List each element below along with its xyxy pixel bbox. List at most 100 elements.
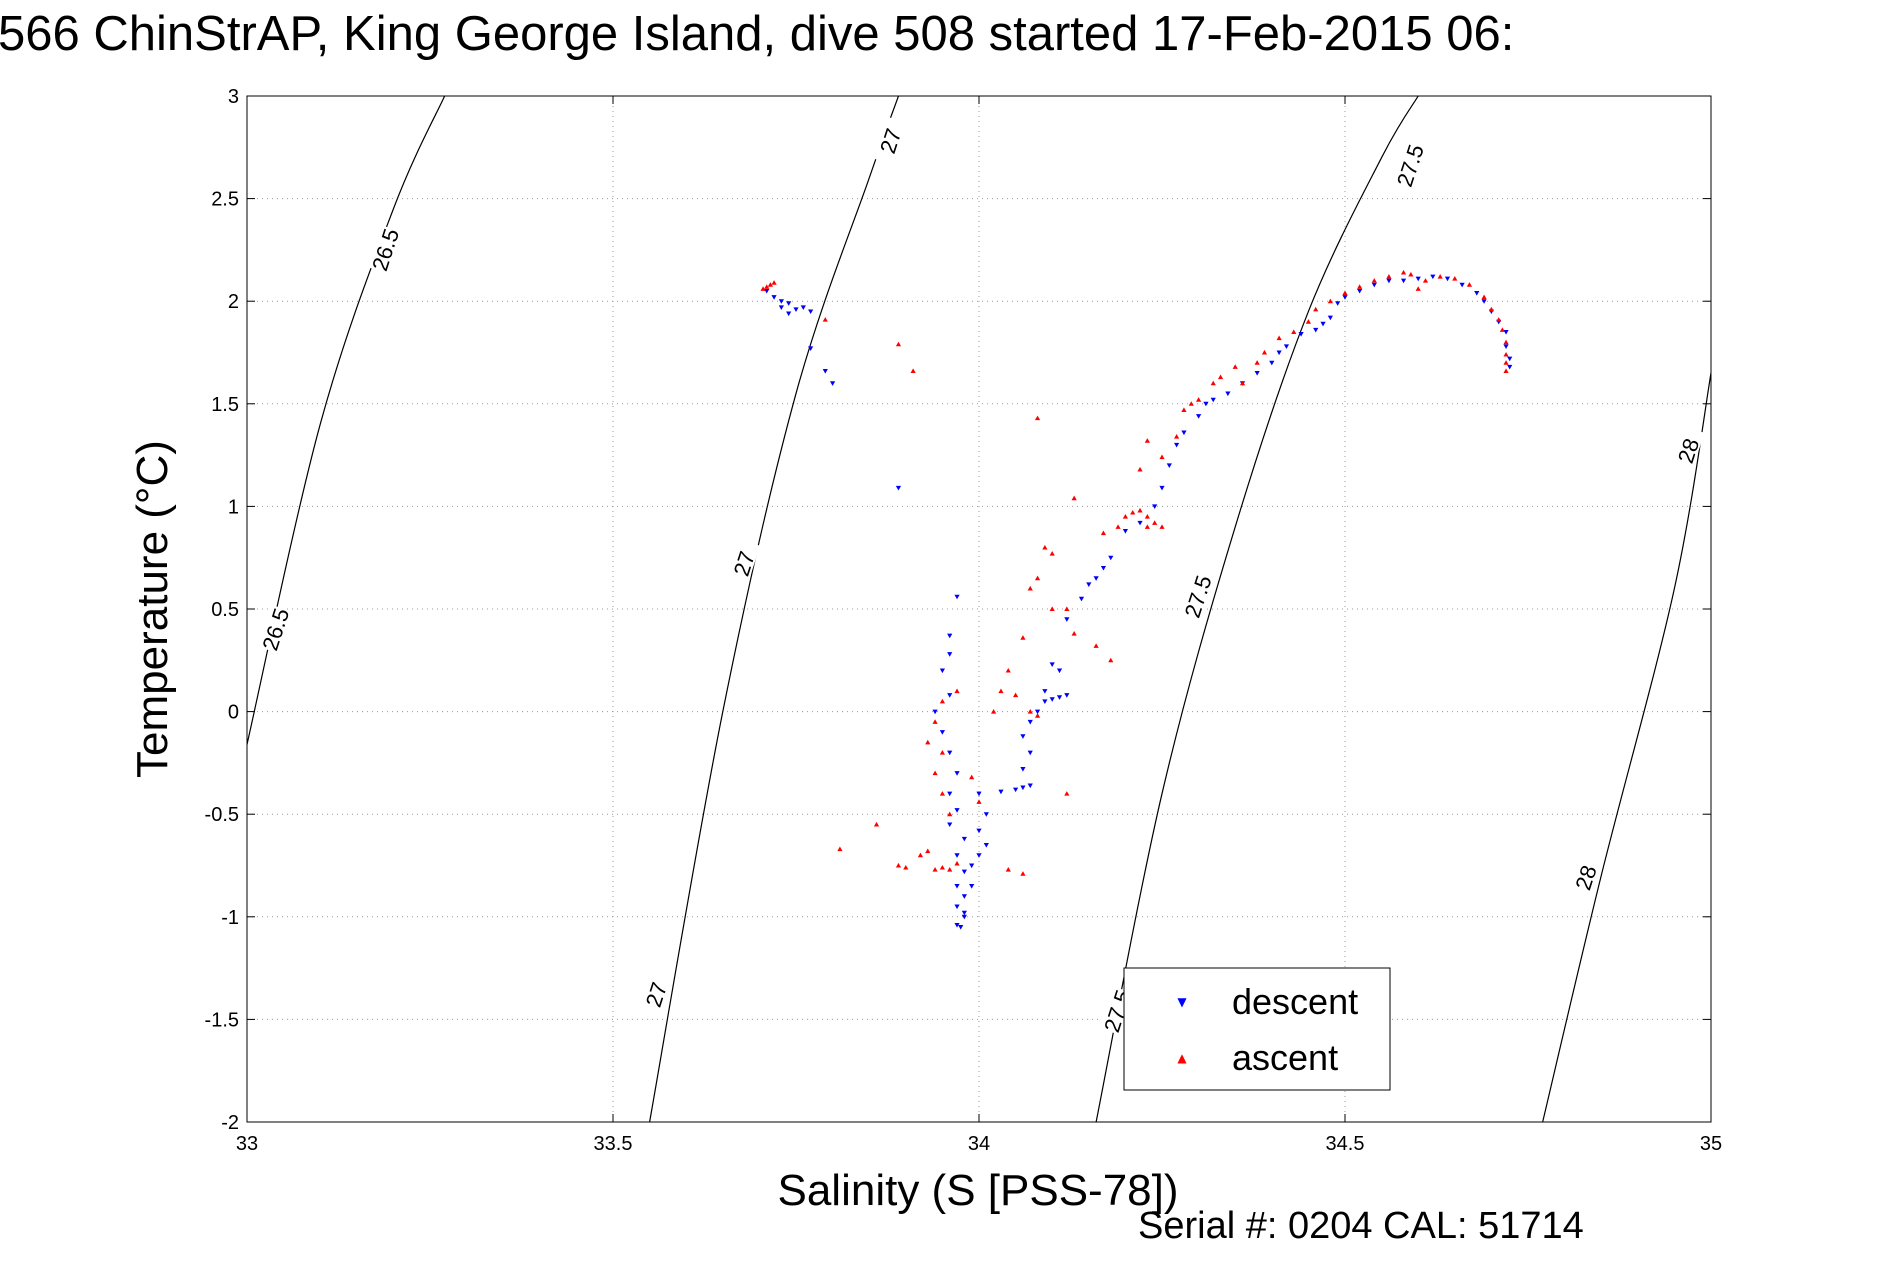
descent-point: [786, 301, 792, 306]
ascent-point: [954, 688, 960, 694]
contour-label-text: 26.5: [257, 605, 294, 653]
contour-label: 27: [871, 116, 907, 165]
ascent-point: [932, 867, 938, 872]
descent-point: [1020, 785, 1026, 791]
descent-point: [969, 884, 975, 889]
contour-label-bg: [1391, 140, 1427, 190]
descent-point: [1181, 430, 1187, 436]
descent-point: [954, 853, 960, 858]
descent-point: [939, 730, 945, 735]
descent-point: [961, 910, 967, 916]
ascent-point: [1034, 415, 1041, 421]
ascent-point: [939, 864, 945, 870]
ascent-point: [1503, 360, 1509, 365]
y-tick-label: 2.5: [211, 189, 239, 211]
ascent-point: [1020, 871, 1026, 876]
descent-point: [961, 914, 967, 920]
descent-point: [822, 368, 828, 374]
y-tick-label: 1.5: [211, 394, 239, 416]
descent-point: [947, 633, 953, 639]
descent-point: [1503, 329, 1509, 335]
descent-point: [1100, 565, 1107, 571]
ascent-point: [1049, 550, 1055, 556]
ascent-point: [822, 317, 828, 322]
descent-point: [1078, 596, 1085, 602]
ascent-point: [1452, 276, 1458, 281]
x-tick-label: 34.5: [1326, 1133, 1365, 1155]
ascent-point: [895, 862, 902, 868]
descent-point: [1444, 276, 1451, 282]
descent-point: [969, 863, 975, 869]
descent-point: [1283, 344, 1290, 349]
descent-point: [947, 791, 953, 797]
descent-point: [1415, 276, 1421, 282]
descent-point: [1174, 442, 1180, 448]
descent-point: [1049, 697, 1055, 702]
ascent-point: [932, 719, 938, 724]
ascent-point: [837, 846, 843, 852]
contour-label: 27: [725, 538, 761, 588]
ascent-point: [1466, 282, 1473, 287]
ascent-point: [873, 821, 880, 827]
ascent-point: [1217, 374, 1224, 380]
descent-point: [1313, 327, 1319, 333]
ascent-point: [1027, 585, 1033, 591]
contour-label-bg: [725, 538, 761, 588]
descent-point: [961, 869, 967, 875]
descent-point: [961, 836, 967, 842]
descent-point: [954, 923, 960, 928]
ascent-point: [1291, 329, 1297, 334]
legend: ▼ descent ▲ ascent: [1123, 967, 1391, 1091]
ascent-point: [1232, 364, 1238, 369]
ascent-point: [1071, 495, 1077, 501]
descent-point: [976, 853, 982, 858]
grid: [247, 96, 1711, 1122]
axis-ticks: 33 33.5 34 34.5 35 3 2.5 2 1.5 1 0.5 0 -0.5 -1 -1.5 -2: [205, 86, 1723, 1155]
ascent-point: [1013, 692, 1019, 698]
descent-point: [1020, 734, 1026, 739]
y-tick-label: -1.5: [205, 1009, 239, 1031]
ascent-point: [1305, 319, 1311, 324]
ascent-point: [1144, 438, 1150, 443]
contour-label-text: 27.5: [1392, 141, 1429, 189]
descent-point: [1503, 344, 1509, 349]
ascent-point: [1042, 544, 1048, 550]
ascent-point: [1152, 520, 1158, 525]
descent-point: [954, 594, 960, 600]
ascent-point: [1181, 407, 1187, 412]
descent-point: [808, 309, 814, 315]
descent-point: [778, 299, 784, 304]
descent-point: [1064, 617, 1070, 622]
ascent-point: [1159, 454, 1165, 460]
descent-point: [1056, 695, 1063, 700]
descent-point: [808, 346, 814, 351]
contour-label-bg: [871, 116, 907, 165]
contour-label-bg: [257, 604, 292, 654]
x-axis-label: Salinity (S [PSS-78]): [777, 1166, 1178, 1215]
ascent-point: [1499, 327, 1505, 332]
descent-point: [1507, 356, 1513, 362]
descent-point: [1342, 295, 1348, 300]
y-tick-label: 3: [228, 86, 239, 108]
ascent-point: [1408, 271, 1414, 277]
descent-point: [947, 750, 953, 756]
descent-point: [954, 904, 960, 910]
descent-point: [1027, 719, 1033, 725]
descent-point: [1481, 299, 1487, 304]
descent-point: [976, 828, 982, 834]
ascent-point: [1034, 575, 1041, 581]
descent-point: [954, 808, 960, 813]
ascent-point: [1210, 380, 1216, 386]
ascent-point: [1488, 306, 1494, 312]
ascent-point: [1496, 317, 1502, 322]
descent-point: [1042, 689, 1048, 694]
density-contour-27: [649, 96, 900, 1122]
ascent-point: [1020, 635, 1026, 640]
ascent-point: [767, 282, 773, 287]
density-contour-27.5: [1095, 96, 1419, 1122]
y-tick-label: 1: [228, 496, 239, 518]
descent-point: [983, 812, 989, 817]
descent-point: [1474, 290, 1480, 296]
ascent-point: [760, 286, 766, 291]
